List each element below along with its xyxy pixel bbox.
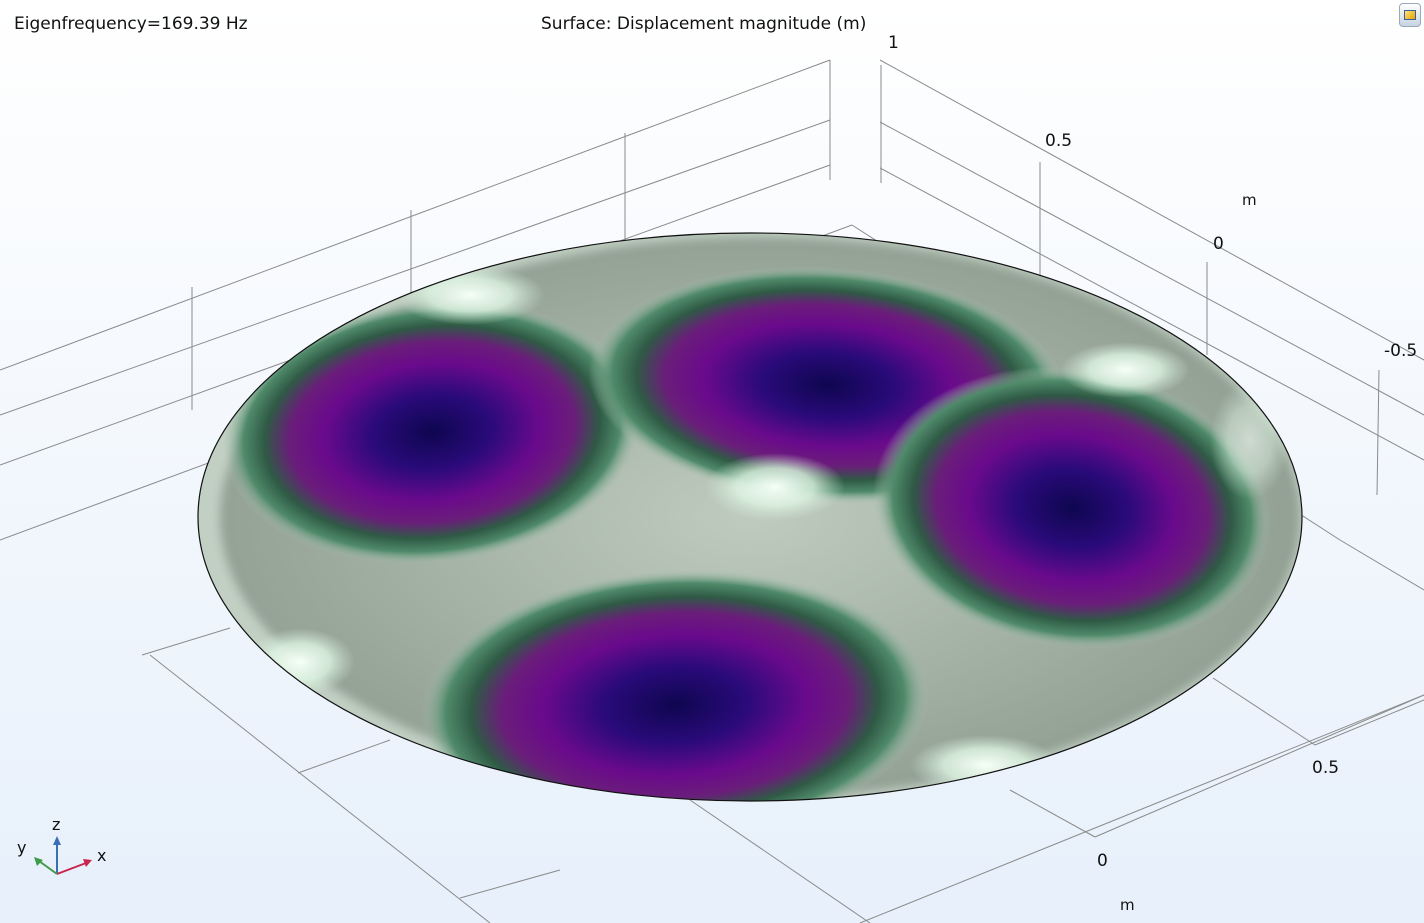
displacement-surface xyxy=(197,232,1303,802)
axis-grid xyxy=(0,59,1424,923)
lobe-right xyxy=(872,366,1272,650)
lobe-left xyxy=(222,298,642,566)
axis-triad: z y x xyxy=(14,814,114,884)
x-tick-label: 0.5 xyxy=(1312,758,1340,778)
grid-line xyxy=(141,627,231,656)
triad-y-label: y xyxy=(17,838,27,857)
grid-line xyxy=(689,799,871,923)
camera-view-icon xyxy=(1404,10,1416,20)
grid-line xyxy=(1339,539,1424,591)
x-axis-unit-label: m xyxy=(1120,896,1135,914)
grid-line xyxy=(1009,789,1096,838)
grid-line xyxy=(879,121,1424,416)
lobe-bottom xyxy=(420,569,930,801)
grid-line xyxy=(879,167,1424,461)
z-tick-label: -0.5 xyxy=(1384,341,1418,361)
z-tick-label: 1 xyxy=(888,33,899,53)
triad-z-label: z xyxy=(52,815,61,834)
z-tick-label: 0.5 xyxy=(1045,131,1073,151)
grid-line xyxy=(879,59,1424,361)
grid-line xyxy=(0,59,831,371)
grid-line xyxy=(1376,369,1380,496)
triad-x-label: x xyxy=(97,846,107,865)
triad-arrows xyxy=(34,836,92,875)
grid-line xyxy=(859,694,1424,923)
grid-line xyxy=(149,654,491,923)
z-tick-label: 0 xyxy=(1213,234,1224,254)
grid-line xyxy=(1212,677,1316,746)
grid-line xyxy=(1094,694,1424,838)
grid-line xyxy=(297,739,391,774)
grid-line xyxy=(0,119,831,416)
plot-title: Surface: Displacement magnitude (m) xyxy=(541,14,867,34)
y-axis-unit-label: m xyxy=(1242,191,1257,209)
x-tick-label: 0 xyxy=(1097,851,1108,871)
grid-line xyxy=(1314,699,1424,746)
camera-view-button[interactable] xyxy=(1399,3,1421,27)
eigenfrequency-label: Eigenfrequency=169.39 Hz xyxy=(14,14,248,34)
grid-line xyxy=(459,869,561,899)
